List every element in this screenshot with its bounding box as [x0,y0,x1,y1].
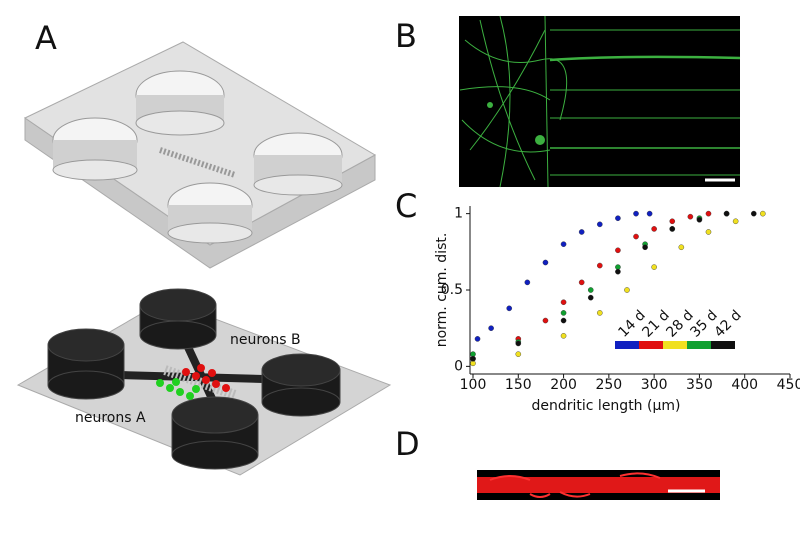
point [515,351,522,357]
micrograph-d [477,470,720,500]
annotation: neurons B [230,332,301,348]
legend-swatch [687,341,711,349]
point [615,268,621,275]
legend-swatch [639,341,663,349]
point [642,244,648,251]
y-tick-label: 1 [454,206,463,222]
panel-label: C [395,187,417,225]
point [560,241,567,247]
point [750,210,757,217]
point [560,310,567,316]
annotation: neurons A [75,410,146,426]
point [705,229,712,235]
point [597,310,603,316]
panel-label: D [395,425,420,463]
point [651,226,657,232]
point [696,216,703,223]
point [760,210,766,217]
x-tick-label: 350 [686,377,713,393]
point [624,287,630,293]
point [615,215,621,222]
point [597,262,603,269]
point [542,317,549,324]
point [578,229,585,235]
x-tick-label: 250 [595,377,622,393]
point [474,336,481,342]
x-axis-title: dendritic length (µm) [532,398,681,414]
device-illustration [24,41,377,269]
x-tick-label: 100 [460,377,487,393]
point [615,247,621,254]
point [651,264,657,270]
panel-label: A [35,19,57,57]
x-tick-label: 300 [641,377,668,393]
point [524,279,531,286]
point [587,287,594,293]
point [732,218,739,225]
legend-swatch [663,341,687,349]
point [633,233,639,240]
legend-swatch [711,341,735,349]
y-axis-title: norm. cum. dist. [434,233,450,348]
point [646,210,653,217]
point [560,333,567,339]
point [488,325,494,331]
point [678,244,685,251]
culture-illustration [16,288,392,476]
point [723,210,730,217]
point [560,299,567,306]
point [687,213,694,220]
point [597,221,603,228]
point [506,305,513,312]
x-tick-label: 150 [505,377,532,393]
point [470,355,476,362]
point [560,317,567,324]
x-tick-label: 450 [777,377,800,393]
point [542,259,549,266]
y-tick-label: 0 [454,358,463,374]
x-tick-label: 200 [550,377,577,393]
point [705,210,712,217]
x-tick-label: 400 [731,377,758,393]
legend-label: 42 d [711,307,744,340]
point [587,294,594,301]
micrograph-b [459,15,741,188]
panel-label: B [395,17,417,55]
point [515,340,522,347]
point [669,218,676,225]
y-tick-label: 0.5 [441,282,463,298]
point [578,279,585,286]
point [633,210,639,217]
point [669,226,676,232]
legend-swatch [615,341,639,349]
